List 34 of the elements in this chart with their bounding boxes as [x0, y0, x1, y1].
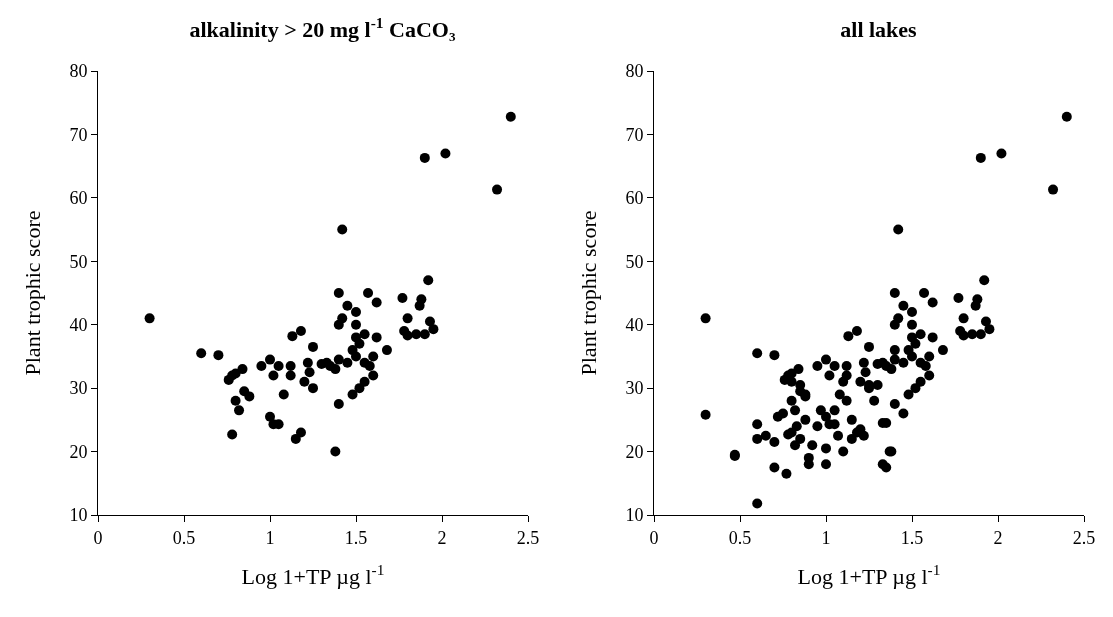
- x-axis-title: Log 1+TP µg l$^{-1}$: [797, 561, 941, 590]
- y-tick-label: 60: [625, 188, 644, 209]
- chart-title: alkalinity > 20 mg l$^{-1}$ CaCO₃: [189, 13, 456, 42]
- y-axis-title: Plant trophic score: [576, 210, 602, 376]
- x-tick-label: 0.5: [728, 527, 752, 548]
- y-tick-label: 70: [69, 124, 88, 145]
- y-axis-title: Plant trophic score: [20, 210, 46, 376]
- x-axis-title: Log 1+TP µg l$^{-1}$: [241, 561, 385, 590]
- y-tick-label: 30: [69, 378, 88, 399]
- y-tick-label: 10: [69, 505, 88, 526]
- y-tick-label: 20: [69, 441, 88, 462]
- x-tick-label: 0.5: [172, 527, 196, 548]
- y-tick-label: 60: [69, 188, 88, 209]
- y-tick-label: 70: [625, 124, 644, 145]
- x-tick-label: 2: [993, 527, 1003, 548]
- x-tick-label: 1.5: [344, 527, 368, 548]
- y-tick-label: 20: [625, 441, 644, 462]
- x-tick-label: 0: [649, 527, 659, 548]
- y-tick-label: 50: [69, 251, 88, 272]
- x-tick-label: 0: [93, 527, 103, 548]
- y-tick-label: 30: [625, 378, 644, 399]
- y-tick-label: 80: [69, 61, 88, 82]
- x-tick-label: 1.5: [900, 527, 924, 548]
- y-tick-label: 40: [69, 315, 88, 336]
- x-tick-label: 1: [821, 527, 831, 548]
- chart-title: all lakes: [840, 16, 918, 42]
- y-tick-label: 10: [625, 505, 644, 526]
- x-tick-label: 2: [437, 527, 447, 548]
- x-tick-label: 2.5: [516, 527, 540, 548]
- x-tick-label: 2.5: [1072, 527, 1096, 548]
- y-tick-label: 40: [625, 315, 644, 336]
- y-tick-label: 50: [625, 251, 644, 272]
- x-tick-label: 1: [265, 527, 275, 548]
- y-tick-label: 80: [625, 61, 644, 82]
